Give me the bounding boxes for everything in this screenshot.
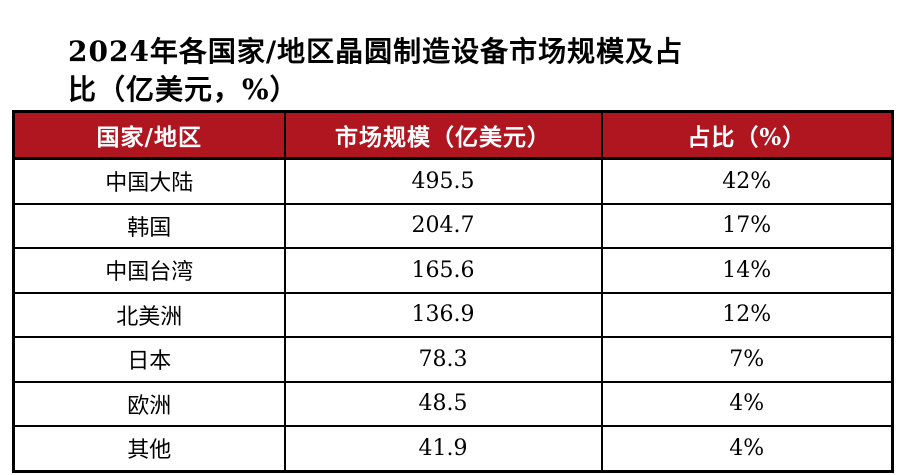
- region-cell: 中国大陆: [12, 157, 286, 205]
- share-cell: 4%: [600, 425, 894, 472]
- market-size-cell: 78.3: [283, 336, 603, 383]
- region-cell: 中国台湾: [12, 247, 286, 294]
- region-cell: 其他: [12, 425, 286, 472]
- market-size-cell: 204.7: [283, 202, 603, 249]
- region-cell: 欧洲: [12, 380, 286, 427]
- header-cell-market-size: 市场规模（亿美元）: [283, 110, 603, 160]
- market-size-table-container: 国家/地区 市场规模（亿美元） 占比（%） 中国大陆 495.5 42% 韩国 …: [12, 110, 894, 473]
- market-size-table: 国家/地区 市场规模（亿美元） 占比（%） 中国大陆 495.5 42% 韩国 …: [12, 110, 894, 473]
- table-row: 欧洲 48.5 4%: [12, 380, 894, 427]
- table-row: 中国台湾 165.6 14%: [12, 247, 894, 294]
- page-title: 2024年各国家/地区晶圆制造设备市场规模及占 比（亿美元，%）: [68, 33, 858, 109]
- page-title-line-1: 2024年各国家/地区晶圆制造设备市场规模及占: [68, 35, 684, 69]
- region-cell: 北美洲: [12, 291, 286, 338]
- share-cell: 42%: [600, 157, 894, 205]
- table-row: 其他 41.9 4%: [12, 425, 894, 472]
- table-row: 韩国 204.7 17%: [12, 202, 894, 249]
- region-cell: 日本: [12, 336, 286, 383]
- share-cell: 4%: [600, 380, 894, 427]
- header-cell-region: 国家/地区: [12, 110, 286, 160]
- header-cell-share: 占比（%）: [600, 110, 894, 160]
- header-row: 国家/地区 市场规模（亿美元） 占比（%）: [12, 110, 894, 160]
- market-size-cell: 41.9: [283, 425, 603, 472]
- page-title-line-2: 比（亿美元，%）: [68, 73, 299, 107]
- share-cell: 14%: [600, 247, 894, 294]
- table-row: 日本 78.3 7%: [12, 336, 894, 383]
- table-row: 北美洲 136.9 12%: [12, 291, 894, 338]
- region-cell: 韩国: [12, 202, 286, 249]
- share-cell: 7%: [600, 336, 894, 383]
- market-size-cell: 48.5: [283, 380, 603, 427]
- share-cell: 17%: [600, 202, 894, 249]
- market-size-cell: 136.9: [283, 291, 603, 338]
- table-row: 中国大陆 495.5 42%: [12, 157, 894, 205]
- share-cell: 12%: [600, 291, 894, 338]
- market-size-cell: 165.6: [283, 247, 603, 294]
- market-size-cell: 495.5: [283, 157, 603, 205]
